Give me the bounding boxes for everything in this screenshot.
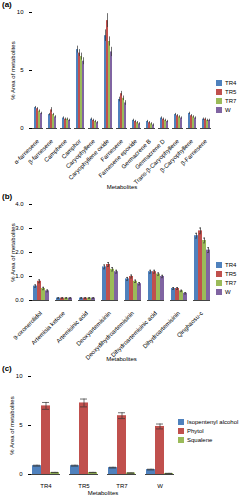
svg-text:10: 10 xyxy=(16,373,23,379)
svg-text:Metabolites: Metabolites xyxy=(88,490,119,496)
svg-text:Camphene: Camphene xyxy=(43,138,69,164)
svg-text:Farnesene: Farnesene xyxy=(99,138,125,163)
svg-text:Farnesene epoxide: Farnesene epoxide xyxy=(97,138,139,179)
svg-text:Metabolites: Metabolites xyxy=(107,184,138,190)
svg-text:Camphor: Camphor xyxy=(60,138,83,160)
svg-text:TR5: TR5 xyxy=(78,483,90,489)
svg-text:2.0: 2.0 xyxy=(15,249,24,255)
svg-text:% Area of metabolites: % Area of metabolites xyxy=(9,396,15,454)
svg-text:% Area of metabolites: % Area of metabolites xyxy=(10,223,16,281)
html-text:(b): (b) xyxy=(2,192,13,201)
svg-text:4.0: 4.0 xyxy=(15,201,24,207)
svg-text:9-oxonerolidol: 9-oxonerolidol xyxy=(12,310,44,342)
html-text:(a): (a) xyxy=(2,0,12,9)
svg-text:TR7: TR7 xyxy=(116,483,128,489)
html-text:Phytol: Phytol xyxy=(187,428,204,434)
svg-text:10: 10 xyxy=(17,9,24,15)
html-text:TR4: TR4 xyxy=(225,261,237,268)
svg-text:Deoxydihydroartemisinin: Deoxydihydroartemisinin xyxy=(84,310,136,361)
html-text:Isopentenyl alcohol: Isopentenyl alcohol xyxy=(187,419,239,425)
html-text:TR5: TR5 xyxy=(225,88,237,95)
html-text:TR7: TR7 xyxy=(225,97,237,104)
svg-text:Caryophyllene oxide: Caryophyllene oxide xyxy=(67,138,111,181)
html-text:TR5: TR5 xyxy=(225,270,237,277)
svg-text:Caryophyllene: Caryophyllene xyxy=(64,138,97,170)
svg-text:5: 5 xyxy=(19,422,23,428)
html-text:W: W xyxy=(225,288,231,295)
svg-text:Qinghaosu-c: Qinghaosu-c xyxy=(176,310,204,338)
svg-text:Artemisinic acid: Artemisinic acid xyxy=(55,310,90,345)
html-text:W: W xyxy=(225,106,231,113)
svg-text:0: 0 xyxy=(19,471,23,477)
svg-text:TR4: TR4 xyxy=(40,483,52,489)
svg-text:1.0: 1.0 xyxy=(15,273,24,279)
svg-text:Trans-β-Caryophyllene: Trans-β-Caryophyllene xyxy=(132,138,181,186)
svg-text:β-Caryophyllene: β-Caryophyllene xyxy=(158,138,195,174)
svg-text:Artemisia ketone: Artemisia ketone xyxy=(30,310,67,346)
svg-text:Germacrene B: Germacrene B xyxy=(120,138,153,170)
svg-text:Germacrene D: Germacrene D xyxy=(134,138,167,171)
svg-text:3.0: 3.0 xyxy=(15,225,24,231)
svg-text:% Area of metabolites: % Area of metabolites xyxy=(10,41,16,99)
svg-text:Dihydroartemisinin: Dihydroartemisinin xyxy=(142,310,181,349)
svg-text:W: W xyxy=(157,483,163,489)
svg-text:5: 5 xyxy=(20,67,24,73)
html-text:(c): (c) xyxy=(2,364,12,373)
html-text:TR4: TR4 xyxy=(225,79,237,86)
svg-text:α-farnesene: α-farnesene xyxy=(13,138,41,166)
svg-text:Deoxyartemisinin: Deoxyartemisinin xyxy=(75,310,113,347)
svg-text:Metabolites: Metabolites xyxy=(106,356,137,362)
svg-text:β-farnesene: β-farnesene xyxy=(27,138,55,166)
svg-text:0.0: 0.0 xyxy=(15,297,24,303)
svg-text:Dihydroartemisinic acid: Dihydroartemisinic acid xyxy=(110,310,158,358)
svg-text:0: 0 xyxy=(20,125,24,131)
html-text:Squalene: Squalene xyxy=(187,437,213,443)
html-text:TR7: TR7 xyxy=(225,279,237,286)
svg-text:β-Farnesene: β-Farnesene xyxy=(180,138,209,167)
